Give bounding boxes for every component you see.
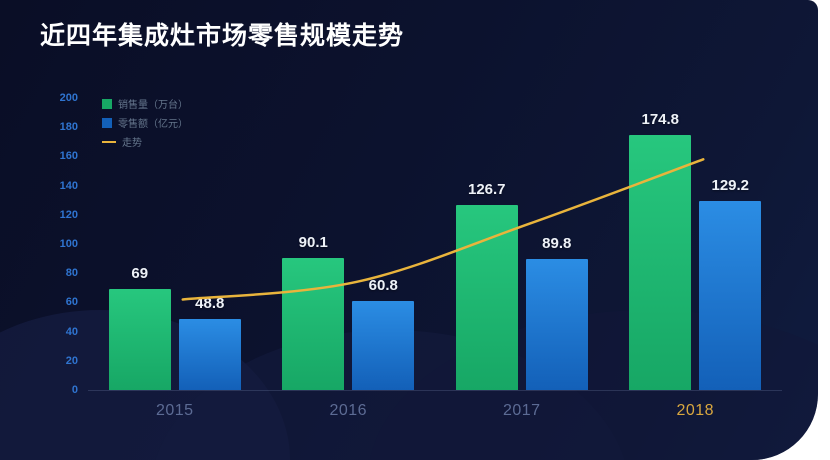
x-axis-label-2016: 2016 — [329, 402, 368, 419]
legend-label: 销售量（万台） — [118, 100, 188, 111]
y-axis-tick-label: 100 — [59, 238, 78, 250]
bar-retail-2017 — [525, 258, 588, 390]
value-label: 129.2 — [711, 177, 750, 195]
legend-label: 走势 — [122, 138, 142, 149]
x-axis-label-2018: 2018 — [676, 402, 715, 419]
value-label: 126.7 — [467, 181, 506, 199]
bar-sales-2017 — [455, 205, 518, 390]
bar-retail-2018 — [699, 201, 762, 390]
value-label: 60.8 — [368, 277, 398, 295]
value-label: 89.8 — [542, 234, 572, 252]
legend-swatch-icon — [102, 140, 116, 143]
x-axis-label-2017: 2017 — [502, 402, 541, 419]
y-axis-tick-label: 160 — [59, 150, 78, 163]
plot-area: 销售量（万台） 零售额（亿元） 走势 0 20 40 60 80 100 120 140 160 18… — [60, 92, 782, 419]
y-axis-tick-label: 0 — [71, 384, 78, 396]
legend-item: 销售量（万台） — [102, 96, 188, 111]
y-axis-tick-label: 120 — [59, 208, 78, 221]
bar-sales-2016 — [282, 258, 345, 390]
y-axis-tick-label: 140 — [59, 179, 78, 192]
y-axis-tick-label: 20 — [65, 354, 78, 367]
y-axis-tick-label: 200 — [59, 92, 78, 104]
y-axis-tick-label: 180 — [59, 121, 78, 134]
legend-item: 零售额（亿元） — [102, 115, 188, 130]
y-axis-tick-label: 60 — [65, 296, 78, 309]
bar-retail-2016 — [352, 301, 415, 390]
legend-swatch-icon — [102, 98, 112, 109]
bar-sales-2018 — [629, 134, 692, 390]
y-axis-tick-label: 80 — [65, 267, 78, 280]
x-axis-label-2015: 2015 — [155, 402, 194, 419]
value-label: 69 — [131, 265, 149, 283]
trend-line — [181, 158, 705, 301]
chart-legend: 销售量（万台） 零售额（亿元） 走势 — [102, 96, 188, 149]
bar-retail-2015 — [178, 318, 241, 390]
bar-sales-2015 — [108, 289, 171, 390]
value-label: 174.8 — [641, 110, 680, 128]
legend-item: 走势 — [102, 134, 188, 149]
legend-label: 零售额（亿元） — [118, 119, 188, 130]
legend-swatch-icon — [102, 117, 112, 128]
page-title: 近四年集成灶市场零售规模走势 — [40, 22, 405, 50]
value-label: 90.1 — [298, 234, 328, 252]
y-axis-tick-label: 40 — [65, 325, 78, 338]
